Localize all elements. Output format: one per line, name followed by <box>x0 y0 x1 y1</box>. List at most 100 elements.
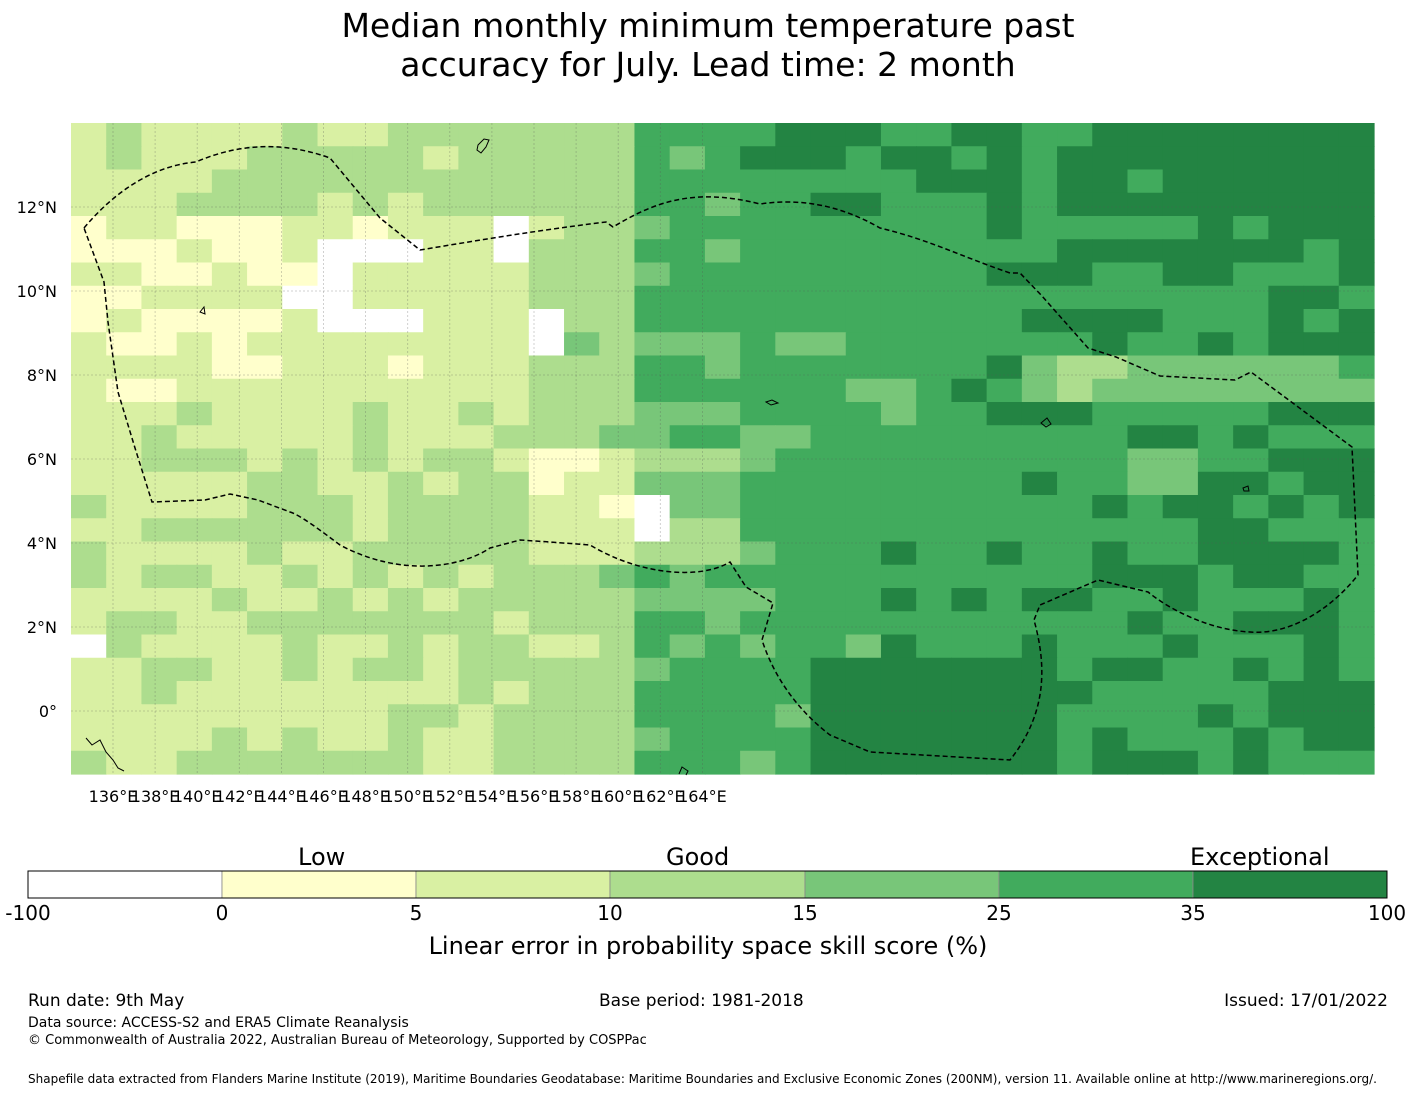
grid-cell <box>317 332 354 357</box>
grid-cell <box>704 262 741 287</box>
grid-cell <box>1127 169 1164 194</box>
grid-cell <box>141 146 178 171</box>
grid-cell <box>704 378 741 403</box>
grid-cell <box>599 704 636 729</box>
grid-cell <box>387 495 424 519</box>
grid-cell <box>599 448 636 473</box>
grid-cell <box>1233 169 1269 194</box>
grid-cell <box>845 518 882 543</box>
grid-cell <box>775 355 812 380</box>
grid-cell <box>986 146 1023 171</box>
grid-cell <box>423 681 459 705</box>
data-source: Data source: ACCESS-S2 and ERA5 Climate … <box>28 1015 409 1031</box>
grid-cell <box>1057 192 1093 217</box>
grid-cell <box>634 750 671 775</box>
grid-cell <box>1303 750 1340 775</box>
grid-cell <box>1268 518 1305 543</box>
grid-cell <box>1021 123 1058 147</box>
grid-cell <box>282 518 319 543</box>
grid-cell <box>71 634 107 659</box>
grid-cell <box>845 285 882 310</box>
grid-cell <box>71 750 107 775</box>
grid-cell <box>317 518 354 543</box>
grid-cell <box>1303 355 1340 380</box>
grid-cell <box>176 239 213 264</box>
grid-cell <box>704 123 741 147</box>
grid-cell <box>1233 332 1269 357</box>
grid-cell <box>564 425 600 450</box>
grid-cell <box>599 588 636 612</box>
grid-cell <box>1127 285 1164 310</box>
grid-cell <box>141 541 178 566</box>
grid-cell <box>493 192 530 217</box>
grid-cell <box>775 169 812 194</box>
grid-cell <box>1338 704 1375 729</box>
grid-cell <box>387 216 424 240</box>
grid-cell <box>845 657 882 682</box>
grid-cell <box>141 471 178 496</box>
grid-cell <box>141 657 178 682</box>
grid-cell <box>704 332 741 357</box>
grid-cell <box>1021 192 1058 217</box>
grid-cell <box>1197 262 1234 287</box>
grid-cell <box>141 262 178 287</box>
grid-cell <box>317 657 354 682</box>
grid-cell <box>1268 495 1305 519</box>
grid-cell <box>599 541 636 566</box>
grid-cell <box>880 402 917 426</box>
grid-cell <box>1127 332 1164 357</box>
grid-cell <box>845 216 882 240</box>
grid-cell <box>1092 541 1129 566</box>
grid-cell <box>880 681 917 705</box>
grid-cell <box>1197 448 1234 473</box>
grid-cell <box>211 285 248 310</box>
grid-cell <box>986 704 1023 729</box>
grid-cell <box>247 425 283 450</box>
grid-cell <box>634 146 671 171</box>
grid-cell <box>458 123 495 147</box>
grid-cell <box>1197 402 1234 426</box>
grid-cell <box>106 402 143 426</box>
grid-cell <box>1162 378 1199 403</box>
grid-cell <box>71 216 107 240</box>
grid-cell <box>141 588 178 612</box>
grid-cell <box>493 541 530 566</box>
grid-cell <box>1303 425 1340 450</box>
grid-cell <box>1233 634 1269 659</box>
grid-cell <box>951 192 988 217</box>
grid-cell <box>1057 332 1093 357</box>
grid-cell <box>141 611 178 636</box>
grid-cell <box>1092 611 1129 636</box>
grid-cell <box>352 634 389 659</box>
grid-cell <box>775 309 812 333</box>
grid-cell <box>282 332 319 357</box>
grid-cell <box>1127 588 1164 612</box>
grid-cell <box>493 402 530 426</box>
grid-cell <box>634 704 671 729</box>
grid-cell <box>247 471 283 496</box>
grid-cell <box>71 611 107 636</box>
grid-cell <box>810 471 847 496</box>
latitude-label: 4°N <box>27 534 57 553</box>
grid-cell <box>387 611 424 636</box>
grid-cell <box>247 704 283 729</box>
grid-cell <box>1092 239 1129 264</box>
grid-cell <box>211 588 248 612</box>
grid-cell <box>282 611 319 636</box>
grid-cell <box>106 588 143 612</box>
grid-cell <box>211 681 248 705</box>
coastlines <box>85 138 1250 776</box>
grid-cell <box>880 309 917 333</box>
grid-cell <box>176 448 213 473</box>
grid-cell <box>810 378 847 403</box>
coastline-guam <box>476 138 490 154</box>
grid-cell <box>1021 378 1058 403</box>
grid-cell <box>1338 146 1375 171</box>
grid-cell <box>1197 146 1234 171</box>
grid-cell <box>704 657 741 682</box>
grid-cell <box>775 332 812 357</box>
grid-cell <box>669 402 706 426</box>
grid-cell <box>317 588 354 612</box>
grid-cell <box>845 495 882 519</box>
grid-cell <box>1233 448 1269 473</box>
